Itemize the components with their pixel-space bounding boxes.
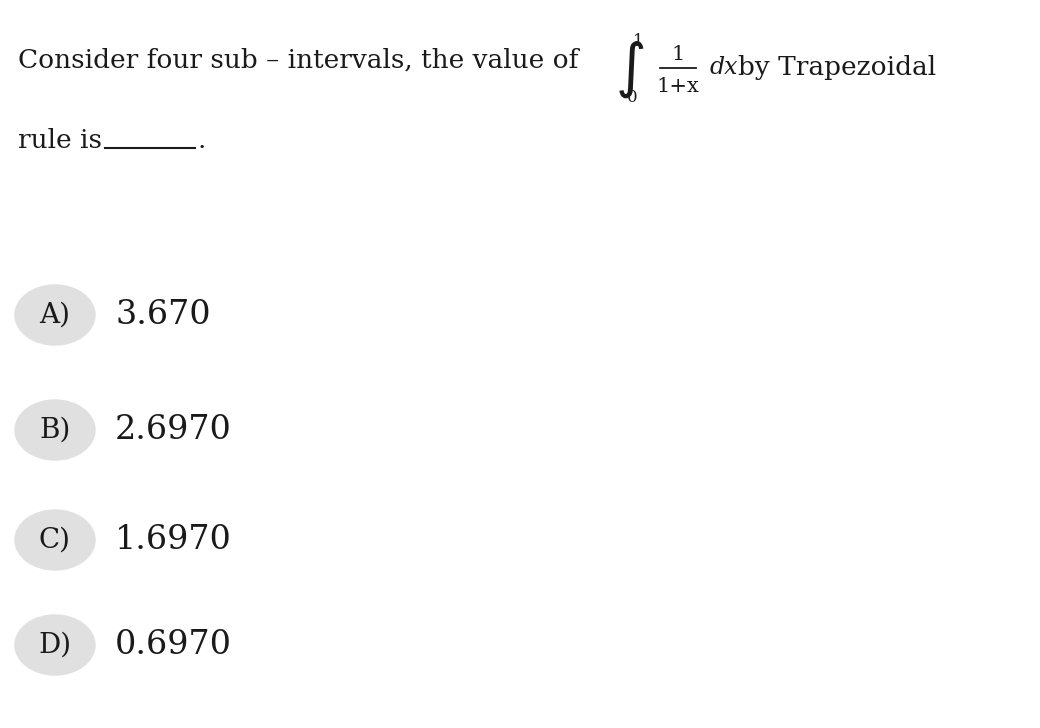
Text: B): B): [40, 416, 71, 443]
Text: 1.6970: 1.6970: [115, 524, 232, 556]
Text: 2.6970: 2.6970: [115, 414, 232, 446]
Text: rule is: rule is: [18, 127, 102, 152]
Ellipse shape: [15, 510, 95, 570]
Text: 1+x: 1+x: [656, 77, 699, 97]
Ellipse shape: [15, 400, 95, 460]
Text: .: .: [197, 127, 205, 152]
Ellipse shape: [15, 615, 95, 675]
Text: A): A): [40, 301, 71, 328]
Text: 3.670: 3.670: [115, 299, 211, 331]
Text: D): D): [38, 631, 72, 659]
Text: C): C): [40, 526, 71, 553]
Text: dx: dx: [710, 57, 738, 79]
Text: 1: 1: [632, 33, 644, 50]
Text: by Trapezoidal: by Trapezoidal: [738, 55, 936, 81]
Text: $\int$: $\int$: [616, 39, 645, 100]
Text: 0: 0: [627, 90, 638, 106]
Text: 0.6970: 0.6970: [115, 629, 232, 661]
Text: Consider four sub – intervals, the value of: Consider four sub – intervals, the value…: [18, 47, 578, 73]
Text: 1: 1: [671, 44, 684, 63]
Ellipse shape: [15, 285, 95, 345]
